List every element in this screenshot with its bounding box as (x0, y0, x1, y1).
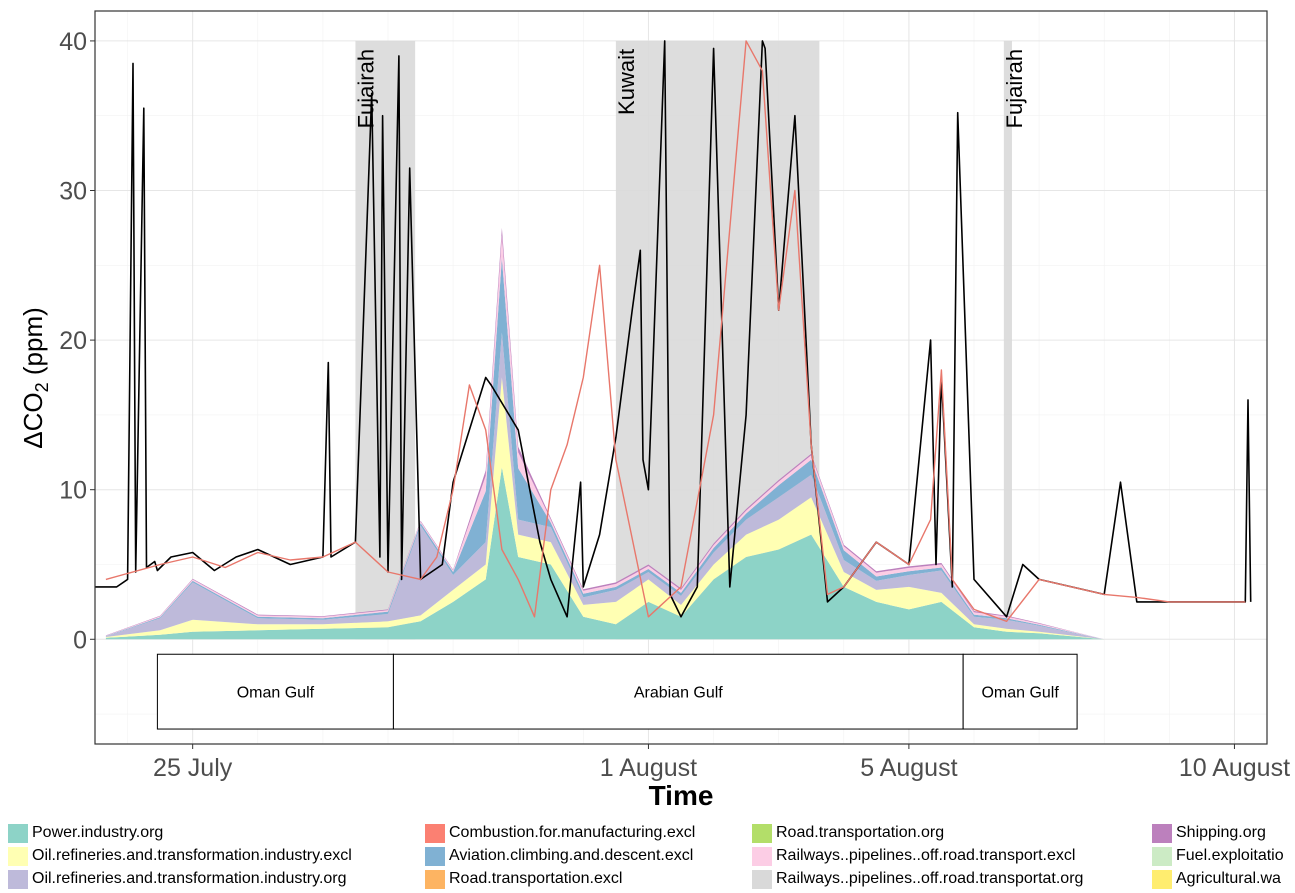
legend-item: Oil.refineries.and.transformation.indust… (8, 868, 347, 890)
legend-label: Fuel.exploitatio (1176, 847, 1284, 864)
legend-label: Railways..pipelines..off.road.transporta… (776, 870, 1084, 887)
legend-item: Fuel.exploitatio (1152, 845, 1284, 867)
x-axis-title: Time (649, 780, 714, 811)
legend-item: Railways..pipelines..off.road.transport.… (752, 845, 1075, 867)
shaded-period (1003, 40, 1012, 640)
y-tick-label: 10 (59, 477, 87, 505)
stacked-areas (105, 227, 1105, 640)
plot-border (94, 10, 1268, 745)
region-label: Arabian Gulf (634, 685, 723, 702)
shaded-period-label: Fujairah (1002, 49, 1027, 128)
legend-swatch (1152, 823, 1172, 843)
legend: Power.industry.org Oil.refineries.and.tra… (0, 822, 1295, 893)
legend-label: Oil.refineries.and.transformation.indust… (32, 847, 352, 864)
x-tick-label: 25 July (153, 754, 233, 782)
legend-label: Railways..pipelines..off.road.transport.… (776, 847, 1076, 864)
area-series (105, 467, 1105, 640)
y-tick-label: 0 (73, 626, 87, 654)
legend-swatch (8, 823, 28, 843)
legend-item: Aviation.climbing.and.descent.excl (425, 845, 693, 867)
y-tick-label: 40 (59, 28, 87, 56)
x-tick-label: 5 August (860, 754, 957, 782)
legend-swatch (8, 846, 28, 866)
legend-label: Combustion.for.manufacturing.excl (449, 824, 696, 841)
shaded-period-label: Fujairah (353, 49, 378, 128)
legend-swatch (8, 869, 28, 889)
y-tick-label: 30 (59, 178, 87, 206)
legend-label: Shipping.org (1176, 824, 1266, 841)
legend-swatch (1152, 869, 1172, 889)
region-box (392, 653, 964, 730)
legend-item: Power.industry.org (8, 822, 163, 844)
legend-swatch (752, 846, 772, 866)
y-tick-label: 20 (59, 327, 87, 355)
legend-label: Oil.refineries.and.transformation.indust… (32, 870, 347, 887)
region-box (962, 653, 1078, 730)
legend-label: Power.industry.org (32, 824, 164, 841)
observed-line (95, 40, 1252, 618)
legend-swatch (752, 823, 772, 843)
legend-item: Railways..pipelines..off.road.transporta… (752, 868, 1083, 890)
legend-label: Road.transportation.excl (449, 870, 623, 887)
region-boxes: Oman Gulf Arabian Gulf Oman Gulf (156, 653, 1078, 730)
area-series (105, 332, 1105, 640)
region-box (156, 653, 394, 730)
legend-item: Oil.refineries.and.transformation.indust… (8, 845, 352, 867)
legend-label: Agricultural.wa (1176, 870, 1281, 887)
x-tick-label: 1 August (600, 754, 697, 782)
legend-item: Combustion.for.manufacturing.excl (425, 822, 695, 844)
legend-item: Shipping.org (1152, 822, 1266, 844)
legend-swatch (1152, 846, 1172, 866)
modelled-line (105, 40, 1246, 622)
y-axis-title: ΔCO2 (ppm) (18, 307, 52, 449)
legend-swatch (425, 869, 445, 889)
legend-item: Road.transportation.excl (425, 868, 622, 890)
shaded-period-label: Kuwait (614, 49, 639, 115)
legend-label: Road.transportation.org (776, 824, 945, 841)
time-series-lines (95, 40, 1252, 622)
legend-swatch (425, 846, 445, 866)
legend-swatch (752, 869, 772, 889)
region-label: Oman Gulf (237, 685, 315, 702)
legend-swatch (425, 823, 445, 843)
legend-item: Agricultural.wa (1152, 868, 1281, 890)
legend-item: Road.transportation.org (752, 822, 944, 844)
legend-label: Aviation.climbing.and.descent.excl (449, 847, 694, 864)
chart: Fujairah Kuwait Fujairah Oman Gulf Arabian … (18, 10, 1290, 811)
axis-ticks: 0 10 20 30 40 25 July 1 August 5 August 10 Augus… (59, 28, 1290, 782)
region-label: Oman Gulf (981, 685, 1059, 702)
x-tick-label: 10 August (1179, 754, 1290, 782)
